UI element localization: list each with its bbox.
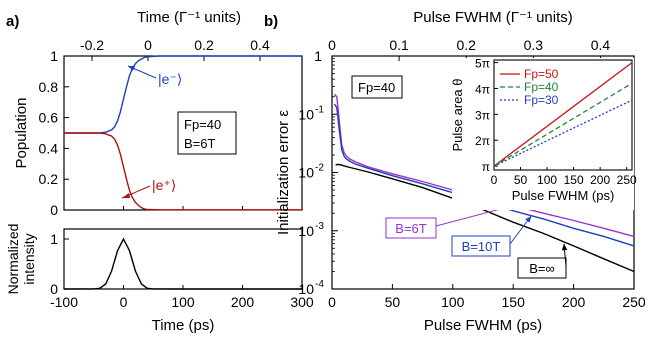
text-box — [177, 111, 237, 155]
top-tick-label: -0.2 — [80, 37, 104, 53]
top-tick-label: 0.3 — [524, 37, 544, 53]
y-tick-label: 1 — [50, 48, 58, 64]
plot-frame — [63, 228, 303, 290]
y-axis-title: Initialization error ε — [275, 110, 292, 235]
x-tick-label: 250 — [622, 294, 646, 310]
x-tick-label: 250 — [617, 173, 637, 187]
x-axis-title: Pulse FWHM (ps) — [424, 317, 542, 334]
top-tick-label: 0 — [144, 37, 152, 53]
legend-label: Fp=50 — [524, 67, 559, 81]
series-label: B=10T — [462, 239, 501, 254]
legend-label: Fp=40 — [524, 80, 559, 94]
y-tick-label: 10 — [298, 281, 314, 297]
x-axis-title: Time (ps) — [152, 317, 215, 334]
top-tick-label: 0.4 — [250, 37, 270, 53]
y-tick-label: 4π — [475, 82, 490, 96]
y-tick-label: 5π — [475, 57, 490, 71]
y-tick-label: 2π — [475, 134, 490, 148]
label-arrowhead — [128, 66, 135, 71]
series-label: |e⁺⟩ — [152, 177, 176, 193]
y-tick-label: 0.8 — [39, 79, 59, 95]
top-tick-label: 0.2 — [456, 37, 476, 53]
series-label: |e⁻⟩ — [158, 71, 182, 87]
y-tick-label: 0.6 — [39, 110, 59, 126]
y-axis-title: Normalized — [5, 224, 21, 295]
label-arrowhead — [122, 193, 130, 198]
y-tick-label: 3π — [475, 108, 490, 122]
series-line — [63, 237, 302, 290]
x-tick-label: 0 — [328, 294, 336, 310]
x-tick-label: 150 — [502, 294, 526, 310]
y-tick-label: 0 — [50, 281, 58, 297]
y-axis-title: intensity — [21, 233, 37, 284]
top-tick-label: 0.1 — [389, 37, 409, 53]
series-label-box — [451, 235, 511, 257]
x-tick-label: 200 — [231, 294, 255, 310]
series-line — [493, 62, 633, 167]
text-box — [351, 75, 403, 99]
x-tick-label: 300 — [290, 294, 314, 310]
panel-label-b: b) — [264, 13, 278, 30]
y-tick-label: 1 — [50, 231, 58, 247]
top-tick-label: 0 — [328, 37, 336, 53]
x-tick-label: 50 — [514, 173, 528, 187]
y-tick-label: 0.2 — [39, 171, 59, 187]
series-line — [335, 163, 635, 273]
series-label-box — [385, 217, 437, 239]
text-box-line: B=6T — [184, 136, 215, 151]
series-line — [493, 99, 633, 167]
y-tick-exponent: -3 — [315, 221, 324, 232]
x-tick-label: 50 — [385, 294, 401, 310]
x-tick-label: 100 — [171, 294, 195, 310]
population-plot: -0.2 0 0.2 0.4 Time (Γ⁻¹ units) 0 0.2 0.4 0.6 0.8… — [13, 9, 303, 218]
top-axis-title: Time (Γ⁻¹ units) — [137, 9, 241, 26]
series-label-box — [517, 257, 567, 279]
text-box-line: Fp=40 — [184, 117, 221, 132]
y-tick-label: 10 — [298, 165, 314, 181]
y-tick-label: 10 — [298, 106, 314, 122]
y-tick-label: 10 — [298, 223, 314, 239]
series-line — [64, 132, 302, 211]
series-label: B=6T — [395, 221, 426, 236]
series-line — [64, 55, 302, 134]
x-axis-title: Pulse FWHM (ps) — [512, 188, 615, 203]
x-tick-label: 100 — [441, 294, 465, 310]
y-tick-exponent: -4 — [315, 279, 324, 290]
y-axis-title: Pulse area θ — [450, 79, 465, 152]
label-arrowhead — [525, 215, 532, 223]
series-line — [493, 82, 633, 167]
x-tick-label: 150 — [564, 173, 584, 187]
y-tick-label: 0.4 — [39, 140, 59, 156]
x-tick-label: 100 — [537, 173, 557, 187]
x-tick-label: 200 — [562, 294, 586, 310]
y-tick-label: π — [482, 160, 490, 174]
top-tick-label: 0.2 — [194, 37, 214, 53]
x-tick-label: 200 — [590, 173, 610, 187]
legend-label: Fp=30 — [524, 93, 559, 107]
text-box-line: Fp=40 — [358, 80, 395, 95]
x-tick-label: -100 — [50, 294, 78, 310]
y-tick-label: 1 — [314, 48, 322, 64]
y-tick-exponent: -2 — [315, 163, 324, 174]
y-tick-exponent: -1 — [315, 104, 324, 115]
top-axis-title: Pulse FWHM (Γ⁻¹ units) — [413, 9, 573, 26]
y-tick-label: 0 — [50, 202, 58, 218]
panel-label-a: a) — [6, 13, 19, 30]
x-tick-label: 0 — [491, 173, 498, 187]
series-label: B=∞ — [529, 261, 555, 276]
top-tick-label: 0.4 — [591, 37, 611, 53]
x-tick-label: 0 — [120, 294, 128, 310]
label-arrowhead — [561, 243, 568, 251]
y-axis-title: Population — [13, 98, 30, 169]
series-line — [333, 103, 635, 247]
